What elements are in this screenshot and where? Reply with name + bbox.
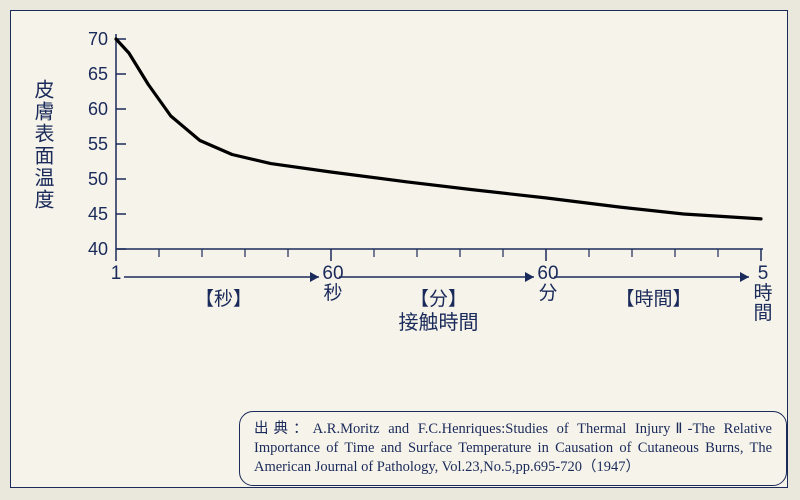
svg-text:【時間】: 【時間】 [615,288,691,310]
svg-text:60: 60 [537,263,558,284]
svg-text:65: 65 [88,64,108,84]
svg-text:70: 70 [88,29,108,49]
svg-text:間: 間 [753,303,772,324]
svg-text:【秒】: 【秒】 [195,288,252,310]
chart-area: 皮膚表面温度 40455055606570【秒】【分】【時間】160秒60分5時… [31,29,771,339]
svg-text:1: 1 [111,263,122,284]
citation-text: A.R.Moritz and F.C.Henriques:Studies of … [254,421,772,475]
svg-text:【分】: 【分】 [410,288,467,310]
chart-frame: 皮膚表面温度 40455055606570【秒】【分】【時間】160秒60分5時… [10,10,788,488]
svg-text:40: 40 [88,239,108,259]
svg-text:接触時間: 接触時間 [399,311,479,334]
citation-prefix: 出典： [254,421,313,437]
svg-text:5: 5 [758,263,769,284]
svg-text:秒: 秒 [323,282,342,304]
y-axis-label: 皮膚表面温度 [31,79,53,211]
svg-text:分: 分 [538,282,557,304]
chart-svg: 40455055606570【秒】【分】【時間】160秒60分5時間接触時間 [61,29,771,339]
svg-text:60: 60 [88,99,108,119]
svg-text:60: 60 [322,263,343,284]
citation-box: 出典：A.R.Moritz and F.C.Henriques:Studies … [239,411,787,486]
svg-text:45: 45 [88,204,108,224]
svg-text:50: 50 [88,169,108,189]
svg-text:時: 時 [753,282,772,304]
svg-text:55: 55 [88,134,108,154]
